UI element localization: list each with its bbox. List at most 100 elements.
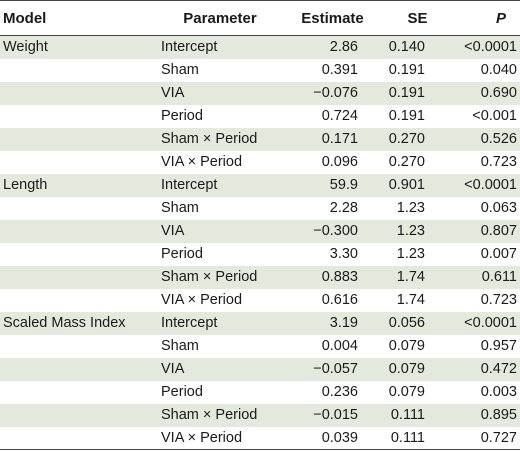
- model-cell: Weight: [3, 39, 48, 56]
- model-cell: Scaled Mass Index: [3, 315, 126, 331]
- table-row: Sham 0.391 0.191 0.040: [0, 59, 520, 82]
- model-cell: Length: [3, 177, 48, 193]
- se-cell: 0.079: [388, 338, 425, 354]
- estimate-cell: 2.86: [329, 39, 358, 56]
- se-cell: 0.191: [388, 85, 425, 101]
- parameter-cell: Period: [161, 108, 203, 124]
- p-value-cell: 0.895: [480, 407, 517, 423]
- table-row: VIA × Period 0.039 0.111 0.727: [0, 427, 520, 450]
- model-cell: [0, 335, 155, 358]
- estimate-cell: 0.616: [321, 292, 358, 308]
- p-value-cell: 0.526: [480, 131, 517, 147]
- estimate-cell: 3.30: [329, 246, 358, 262]
- parameter-cell: Period: [161, 384, 203, 400]
- model-cell: [0, 289, 155, 312]
- p-value-cell: <0.001: [472, 108, 517, 124]
- model-cell: [0, 82, 155, 105]
- estimate-cell: 0.004: [321, 338, 358, 354]
- parameter-cell: Sham × Period: [161, 131, 258, 147]
- se-cell: 1.23: [396, 223, 425, 239]
- se-cell: 0.111: [390, 429, 425, 446]
- table-body: Weight Intercept 2.86 0.140 <0.0001 Sham 0.391…: [0, 35, 520, 450]
- estimate-cell: 0.096: [321, 154, 358, 170]
- model-cell: [0, 427, 155, 450]
- table-row: Sham 0.004 0.079 0.957: [0, 335, 520, 358]
- parameter-cell: VIA: [161, 361, 185, 377]
- se-cell: 0.270: [388, 154, 425, 170]
- parameter-cell: Sham: [161, 62, 199, 78]
- table-row: VIA −0.057 0.079 0.472: [0, 357, 520, 381]
- parameter-cell: Intercept: [161, 177, 218, 193]
- p-value-cell: 0.723: [480, 154, 517, 170]
- p-value-cell: 0.611: [481, 269, 517, 285]
- table-header: Model Parameter Estimate SE P: [0, 0, 520, 36]
- model-cell: [0, 128, 155, 151]
- estimate-cell: 3.19: [329, 315, 358, 331]
- parameter-cell: Sham × Period: [161, 407, 258, 423]
- p-value-cell: <0.0001: [464, 177, 517, 193]
- table-row: VIA −0.300 1.23 0.807: [0, 219, 520, 243]
- table-row: Sham × Period 0.883 1.74 0.611: [0, 265, 520, 289]
- se-cell: 0.140: [388, 39, 425, 56]
- se-cell: 1.74: [396, 292, 425, 308]
- model-cell: [0, 358, 155, 381]
- se-cell: 1.23: [396, 200, 425, 216]
- se-cell: 1.23: [396, 246, 425, 262]
- column-header-parameter: Parameter: [183, 9, 257, 27]
- estimate-cell: 0.039: [321, 429, 358, 446]
- model-cell: [0, 151, 155, 174]
- p-value-cell: 0.727: [480, 429, 517, 446]
- estimate-cell: −0.057: [313, 361, 358, 377]
- parameter-cell: Sham: [161, 200, 199, 216]
- column-header-estimate: Estimate: [301, 9, 364, 27]
- se-cell: 0.056: [388, 315, 425, 331]
- table-row: Sham 2.28 1.23 0.063: [0, 197, 520, 220]
- header-row: Model Parameter Estimate SE P: [0, 0, 520, 36]
- model-cell: [0, 266, 155, 289]
- se-cell: 0.270: [388, 131, 425, 147]
- table-row: VIA × Period 0.096 0.270 0.723: [0, 151, 520, 174]
- estimate-cell: 59.9: [329, 177, 358, 193]
- p-value-cell: <0.0001: [464, 39, 517, 56]
- table-row: Period 3.30 1.23 0.007: [0, 243, 520, 266]
- se-cell: 0.111: [390, 407, 425, 423]
- p-value-cell: 0.003: [480, 384, 517, 400]
- model-cell: [0, 197, 155, 220]
- se-cell: 0.191: [388, 108, 425, 124]
- model-cell: [0, 381, 155, 404]
- table-row: VIA −0.076 0.191 0.690: [0, 81, 520, 105]
- p-value-cell: 0.807: [480, 223, 517, 239]
- table-row: Period 0.724 0.191 <0.001: [0, 105, 520, 128]
- estimate-cell: −0.300: [313, 223, 358, 239]
- p-value-cell: 0.957: [480, 338, 517, 354]
- table-row: Length Intercept 59.9 0.901 <0.0001: [0, 173, 520, 197]
- p-value-cell: 0.690: [480, 85, 517, 101]
- estimate-cell: 0.883: [321, 269, 358, 285]
- model-cell: [0, 243, 155, 266]
- table-row: Period 0.236 0.079 0.003: [0, 381, 520, 404]
- estimate-cell: 0.391: [321, 62, 358, 78]
- table-row: VIA × Period 0.616 1.74 0.723: [0, 289, 520, 312]
- column-header-p: P: [495, 9, 506, 27]
- table-row: Sham × Period −0.015 0.111 0.895: [0, 403, 520, 427]
- parameter-cell: Sham: [161, 338, 199, 354]
- se-cell: 1.74: [396, 269, 425, 285]
- parameter-cell: VIA × Period: [161, 154, 243, 170]
- estimate-cell: 2.28: [329, 200, 358, 216]
- p-value-cell: 0.007: [480, 246, 517, 262]
- parameter-cell: VIA × Period: [161, 292, 243, 308]
- parameter-cell: Intercept: [161, 39, 218, 56]
- estimate-cell: 0.171: [321, 131, 358, 147]
- model-cell: [0, 105, 155, 128]
- table-row: Scaled Mass Index Intercept 3.19 0.056 <0.00…: [0, 311, 520, 335]
- estimate-cell: 0.236: [321, 384, 358, 400]
- p-value-cell: 0.063: [480, 200, 517, 216]
- estimate-cell: −0.015: [313, 407, 358, 423]
- model-cell: [0, 404, 155, 427]
- p-value-cell: 0.723: [480, 292, 517, 308]
- p-value-cell: 0.040: [480, 62, 517, 78]
- estimate-cell: 0.724: [321, 108, 358, 124]
- model-cell: [0, 59, 155, 82]
- parameter-cell: VIA: [161, 85, 185, 101]
- se-cell: 0.901: [388, 177, 425, 193]
